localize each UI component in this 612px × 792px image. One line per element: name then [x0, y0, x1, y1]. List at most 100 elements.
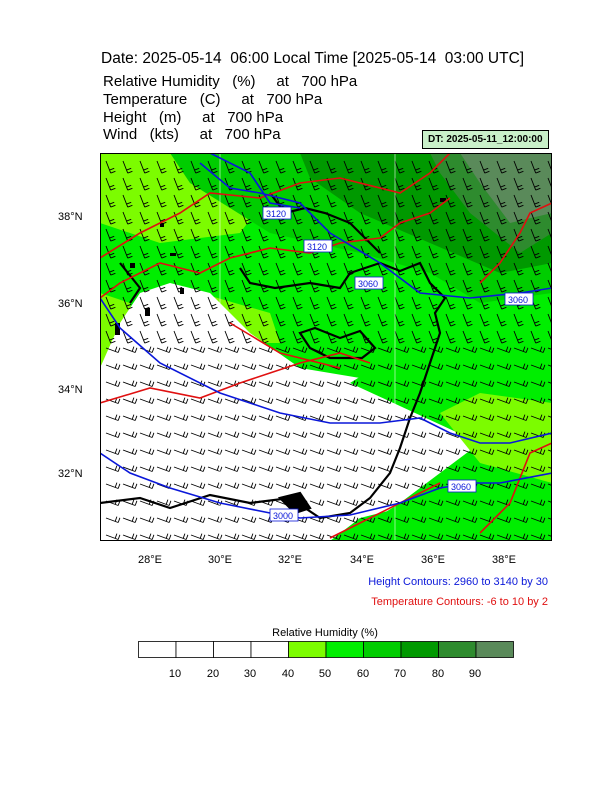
wind-barb [207, 380, 223, 387]
wind-barb [258, 363, 274, 370]
wind-barb [207, 346, 223, 353]
wind-barb [275, 313, 286, 327]
wind-barb [326, 313, 337, 327]
wind-barb [207, 431, 223, 438]
wind-barb [377, 397, 393, 404]
wind-barb [173, 516, 189, 523]
wind-barb [156, 177, 167, 191]
wind-barb [479, 363, 495, 370]
wind-barb [309, 330, 320, 344]
wind-barb [428, 431, 444, 438]
wind-barb [241, 346, 257, 353]
wind-barb [462, 313, 473, 327]
wind-barb [513, 313, 524, 327]
colorbar-label: 80 [431, 668, 445, 680]
wind-barb [190, 431, 206, 438]
wind-barb [462, 414, 478, 421]
wind-barb [462, 499, 478, 506]
wind-barb [122, 211, 133, 225]
wind-barb [360, 194, 371, 208]
wind-barb [258, 397, 274, 404]
wind-barb [479, 313, 490, 327]
date-title: Date: 2025-05-14 06:00 Local Time [2025-… [101, 50, 525, 67]
wind-barb [122, 397, 138, 404]
wind-barb [513, 245, 524, 259]
wind-barb [241, 177, 252, 191]
wind-barb [530, 346, 546, 353]
wind-barb [343, 228, 354, 242]
wind-barb [292, 380, 308, 387]
wind-barb [547, 364, 552, 367]
wind-barb [139, 380, 155, 387]
wind-barb [360, 211, 371, 225]
wind-barb [224, 262, 235, 276]
wind-barb [343, 194, 354, 208]
wind-barb [360, 499, 376, 506]
wind-barb [224, 346, 240, 353]
wind-barb [343, 380, 359, 387]
wind-barb [513, 448, 529, 455]
wind-barb [479, 465, 495, 472]
wind-barb [190, 397, 206, 404]
wind-barb [309, 431, 325, 438]
wind-barb [462, 516, 478, 523]
wind-barb [360, 380, 376, 387]
wind-barb [122, 516, 138, 523]
wind-barb [292, 160, 303, 174]
wind-barb [428, 499, 444, 506]
wind-barb [122, 346, 138, 353]
wind-barb [343, 296, 354, 310]
wind-barb [394, 296, 405, 310]
wind-barb [513, 533, 529, 540]
wind-barb [377, 363, 393, 370]
wind-barb [428, 262, 439, 276]
wind-barb [139, 177, 150, 191]
wind-barb [207, 177, 218, 191]
wind-barb [343, 414, 359, 421]
wind-barb [258, 313, 269, 327]
wind-barb [156, 465, 172, 472]
wind-barb [241, 211, 252, 225]
wind-barb [326, 499, 342, 506]
wind-barb [411, 194, 422, 208]
wind-barb [530, 533, 546, 540]
wind-barb [122, 245, 133, 259]
weather-map: 3120 3120 3060 3060 3060 3000 [100, 153, 552, 541]
wind-barb [496, 465, 512, 472]
wind-barb [139, 194, 150, 208]
wind-barb [224, 211, 235, 225]
wind-barb [377, 160, 388, 174]
init-time-box: DT: 2025-05-11_12:00:00 [422, 130, 549, 149]
wind-barb [513, 397, 529, 404]
wind-barb [377, 330, 388, 344]
wind-barb [377, 448, 393, 455]
wind-barb [156, 431, 172, 438]
colorbar-label: 90 [468, 668, 482, 680]
wind-barb [411, 448, 427, 455]
lat-label: 34°N [58, 384, 83, 396]
wind-barb [139, 160, 150, 174]
wind-barb [207, 245, 218, 259]
wind-barb [377, 228, 388, 242]
wind-barb [377, 533, 393, 540]
wind-barb [122, 465, 138, 472]
wind-barb [207, 296, 218, 310]
wind-barb [139, 330, 150, 344]
wind-barb [326, 296, 337, 310]
wind-barb [292, 245, 303, 259]
wind-barb [156, 160, 167, 174]
wind-barb [326, 397, 342, 404]
wind-barb [241, 296, 252, 310]
wind-barb [445, 279, 456, 293]
wind-barb [547, 534, 552, 537]
wind-barb [428, 211, 439, 225]
wind-barb [411, 313, 422, 327]
wind-barb [292, 482, 308, 489]
wind-barb [530, 194, 541, 208]
wind-barb [462, 228, 473, 242]
wind-barb [445, 533, 461, 540]
wind-barb [394, 160, 405, 174]
lat-label: 36°N [58, 298, 83, 310]
wind-barb [105, 160, 116, 174]
wind-barb [139, 431, 155, 438]
